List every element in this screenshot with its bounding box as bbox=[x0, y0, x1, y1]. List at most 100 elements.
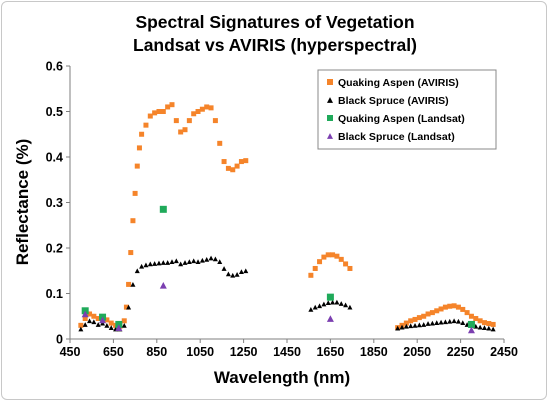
data-point bbox=[204, 257, 210, 262]
y-tick-label: 0.1 bbox=[46, 287, 63, 301]
data-point bbox=[399, 324, 405, 330]
y-tick-label: 0.4 bbox=[46, 151, 63, 165]
data-point bbox=[186, 259, 192, 265]
x-tick-label: 650 bbox=[103, 345, 124, 359]
data-point bbox=[143, 262, 149, 268]
data-point bbox=[243, 268, 249, 274]
data-point bbox=[217, 259, 223, 265]
data-point bbox=[455, 318, 461, 324]
data-point bbox=[173, 258, 179, 264]
data-point bbox=[347, 304, 353, 310]
data-point bbox=[78, 326, 84, 332]
data-point bbox=[338, 301, 344, 306]
data-point bbox=[165, 260, 171, 265]
data-point bbox=[143, 122, 149, 128]
data-point bbox=[477, 324, 483, 330]
data-point bbox=[308, 272, 314, 278]
data-point bbox=[156, 109, 162, 114]
data-point bbox=[165, 104, 171, 110]
x-tick-label: 2250 bbox=[447, 345, 475, 359]
data-point bbox=[451, 303, 457, 309]
data-point bbox=[308, 307, 314, 312]
data-point bbox=[139, 131, 145, 137]
chart-title: Spectral Signatures of Vegetation bbox=[135, 12, 414, 32]
data-point bbox=[467, 320, 475, 328]
data-point bbox=[438, 319, 444, 325]
data-point bbox=[243, 158, 249, 164]
data-point bbox=[147, 261, 153, 267]
y-tick-label: 0.6 bbox=[46, 60, 63, 74]
data-point bbox=[134, 163, 140, 169]
data-point bbox=[481, 320, 487, 326]
data-point bbox=[199, 257, 205, 263]
data-point bbox=[334, 299, 340, 305]
data-point bbox=[225, 165, 231, 171]
data-point bbox=[217, 140, 223, 146]
data-point bbox=[416, 315, 422, 321]
y-axis-label: Reflectance (%) bbox=[13, 139, 32, 266]
data-point bbox=[442, 319, 448, 325]
data-point bbox=[99, 316, 107, 324]
legend-entry-label: Black Spruce (Landsat) bbox=[338, 131, 455, 143]
data-point bbox=[334, 253, 340, 259]
data-point bbox=[182, 127, 188, 133]
x-tick-label: 2050 bbox=[403, 345, 431, 359]
legend: Quaking Aspen (AVIRIS) Black Spruce (AVIR… bbox=[317, 69, 497, 150]
x-tick-label: 850 bbox=[146, 345, 167, 359]
data-point bbox=[343, 261, 349, 267]
x-tick-label: 2450 bbox=[490, 345, 518, 359]
data-point bbox=[169, 259, 175, 265]
data-point bbox=[221, 266, 227, 271]
data-point bbox=[95, 316, 101, 322]
data-point bbox=[421, 313, 427, 319]
data-point bbox=[338, 256, 344, 262]
x-tick-label: 1050 bbox=[186, 345, 214, 359]
data-point bbox=[199, 106, 205, 112]
data-point bbox=[123, 304, 129, 310]
data-point bbox=[408, 318, 414, 324]
data-point bbox=[473, 316, 479, 322]
data-point bbox=[343, 302, 349, 308]
data-point bbox=[128, 250, 134, 256]
data-point bbox=[230, 272, 236, 278]
data-point bbox=[82, 322, 88, 327]
data-point bbox=[447, 318, 453, 324]
data-point bbox=[104, 317, 110, 323]
data-point bbox=[238, 269, 244, 275]
data-point bbox=[147, 113, 153, 119]
y-tick-label: 0.2 bbox=[46, 242, 63, 256]
data-point bbox=[208, 255, 214, 261]
data-point bbox=[91, 319, 97, 325]
legend-entry-label: Black Spruce (AVIRIS) bbox=[338, 95, 449, 107]
data-point bbox=[481, 325, 487, 330]
data-marks bbox=[78, 102, 496, 334]
data-point bbox=[429, 310, 435, 316]
data-point bbox=[186, 118, 192, 124]
data-point bbox=[425, 311, 431, 317]
data-point bbox=[178, 129, 184, 135]
y-tick-label: 0.3 bbox=[46, 196, 63, 210]
data-point bbox=[326, 315, 334, 322]
chart-subtitle: Landsat vs AVIRIS (hyperspectral) bbox=[133, 35, 417, 55]
data-point bbox=[434, 308, 440, 314]
data-point bbox=[460, 320, 466, 325]
data-point bbox=[204, 104, 210, 110]
data-point bbox=[467, 326, 475, 334]
data-point bbox=[230, 167, 236, 173]
data-point bbox=[136, 145, 142, 151]
data-point bbox=[451, 318, 457, 324]
data-point bbox=[225, 271, 231, 277]
data-point bbox=[115, 324, 123, 331]
data-point bbox=[152, 110, 158, 116]
data-point bbox=[434, 320, 440, 325]
legend-marker bbox=[327, 133, 333, 139]
data-point bbox=[412, 322, 418, 328]
data-point bbox=[191, 258, 197, 264]
data-point bbox=[134, 268, 140, 274]
data-point bbox=[330, 299, 336, 305]
data-point bbox=[81, 310, 89, 318]
data-point bbox=[347, 265, 353, 271]
data-point bbox=[421, 322, 427, 327]
series-4 bbox=[81, 281, 475, 334]
